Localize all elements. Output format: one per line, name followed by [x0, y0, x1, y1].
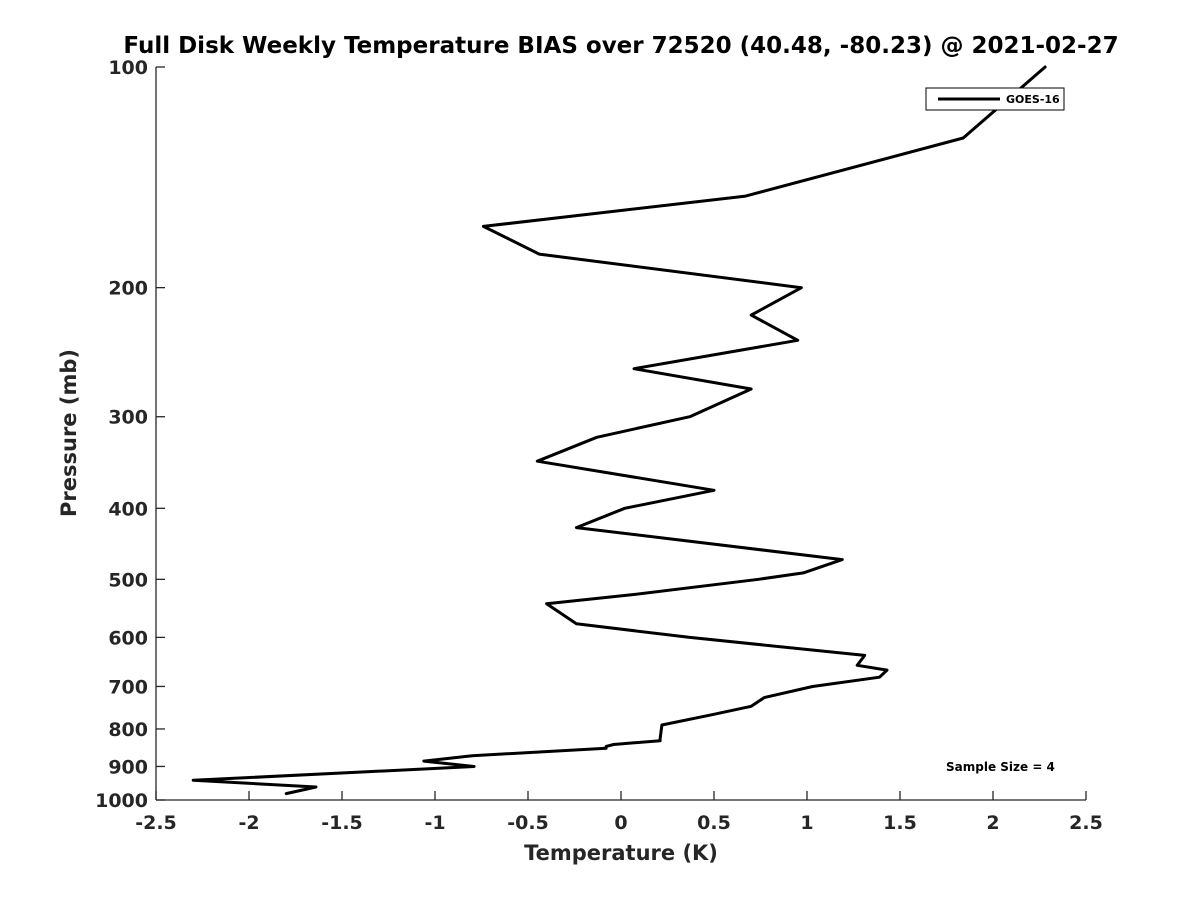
sample-size-annotation: Sample Size = 4 [946, 760, 1055, 774]
x-tick-label: -1 [424, 812, 445, 834]
chart-title: Full Disk Weekly Temperature BIAS over 7… [123, 33, 1118, 59]
y-axis-label: Pressure (mb) [57, 349, 81, 517]
y-tick-label: 200 [108, 278, 148, 300]
x-tick-label: -0.5 [507, 812, 549, 834]
x-ticks: -2.5 -2 -1.5 -1 -0.5 0 0.5 1 1.5 2 2.5 [135, 791, 1103, 834]
x-tick-label: -1.5 [321, 812, 363, 834]
x-tick-label: 1 [800, 812, 813, 834]
y-tick-label: 700 [108, 676, 148, 698]
y-tick-label: 400 [108, 498, 148, 520]
legend: GOES-16 [925, 87, 1065, 111]
y-tick-label: 100 [108, 57, 148, 79]
y-tick-label: 800 [108, 719, 148, 741]
x-tick-label: 0.5 [697, 812, 731, 834]
x-tick-label: 2.5 [1069, 812, 1103, 834]
x-tick-label: -2 [238, 812, 259, 834]
y-tick-label: 500 [108, 569, 148, 591]
y-tick-label: 300 [108, 407, 148, 429]
y-ticks: 100 200 300 400 500 600 700 800 900 1000 [95, 57, 165, 812]
x-tick-label: 0 [614, 812, 627, 834]
x-tick-label: 1.5 [883, 812, 917, 834]
x-axis-label: Temperature (K) [524, 841, 718, 865]
y-tick-label: 1000 [95, 790, 148, 812]
x-tick-label: -2.5 [135, 812, 177, 834]
series-line-goes16 [191, 65, 1047, 796]
y-tick-label: 900 [108, 756, 148, 778]
plot-background [156, 67, 1086, 800]
legend-entry-goes16: GOES-16 [1006, 93, 1060, 106]
x-tick-label: 2 [986, 812, 999, 834]
y-tick-label: 600 [108, 627, 148, 649]
